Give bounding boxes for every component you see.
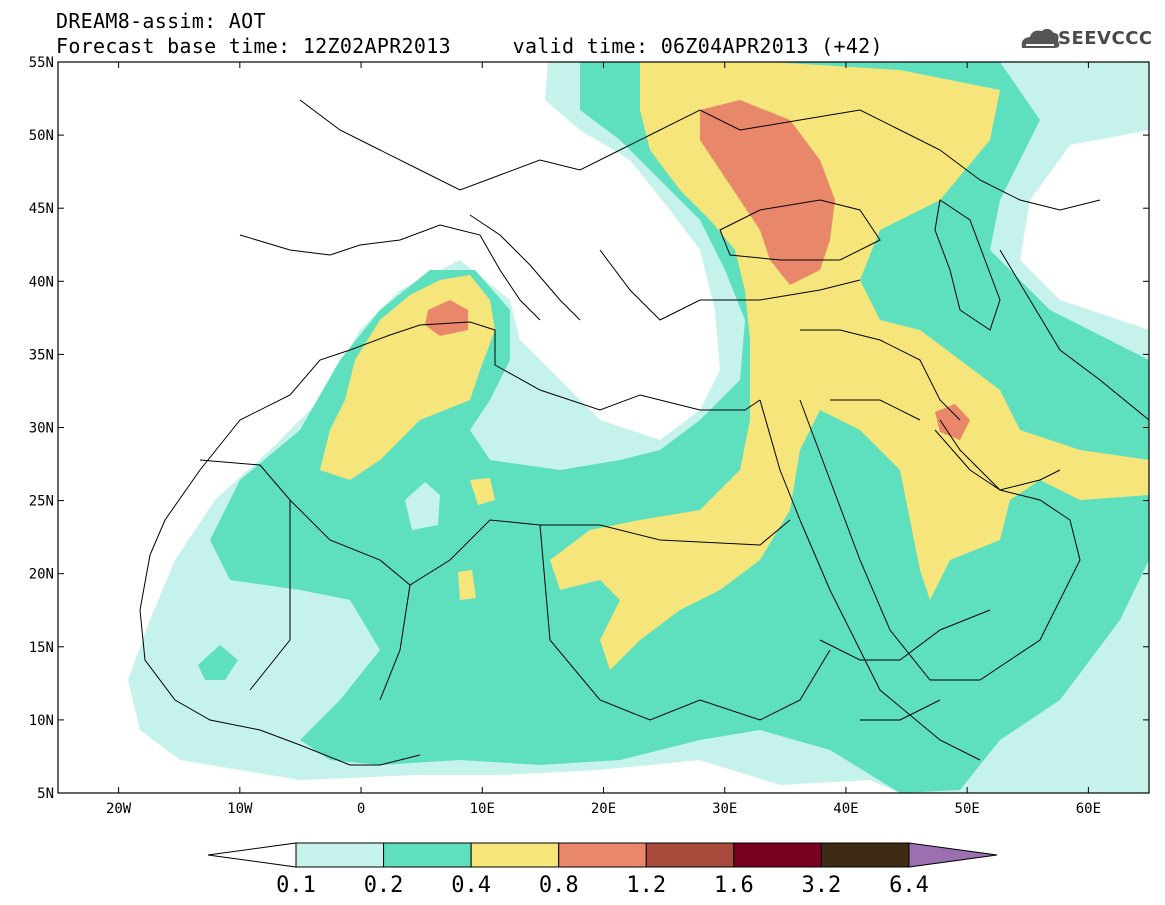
logo-text: SEEVCCC <box>1058 28 1153 49</box>
aot-level-0-4-spot-2 <box>458 570 476 600</box>
border-middle-east <box>800 249 1149 421</box>
colorbar-label: 1.6 <box>714 873 754 898</box>
lat-tick-label: 50N <box>29 128 54 144</box>
colorbar-label: 0.4 <box>451 873 491 898</box>
aot-level-0-8-tunisia <box>425 300 468 336</box>
colorbar-swatch <box>733 842 822 868</box>
border-sahel <box>249 500 831 721</box>
lat-tick-label: 40N <box>29 274 54 290</box>
lon-tick-label: 10E <box>470 801 495 817</box>
coastline-red-sea <box>759 399 981 761</box>
coastline-caspian <box>934 199 1001 331</box>
lon-tick-label: 50E <box>955 801 980 817</box>
colorbar-swatch <box>645 842 735 868</box>
lat-tick-label: 20N <box>29 567 54 583</box>
coastline-west-africa <box>139 554 421 766</box>
lon-tick-label: 0 <box>357 801 365 817</box>
colorbar-label: 1.2 <box>626 873 666 898</box>
border-europe <box>299 99 1101 211</box>
colorbar-label: 3.2 <box>802 873 842 898</box>
lat-tick-label: 5N <box>37 786 54 802</box>
colorbar-label: 0.2 <box>364 873 404 898</box>
lat-tick-label: 30N <box>29 421 54 437</box>
coastline-black-sea <box>719 199 881 261</box>
coastline-north-africa <box>149 321 761 556</box>
coastline-italy <box>469 214 581 321</box>
aot-level-0-4-spot-1 <box>470 478 495 505</box>
colorbar-label: 0.8 <box>539 873 579 898</box>
coastline-europe <box>239 224 541 321</box>
lon-tick-label: 30E <box>712 801 737 817</box>
forecast-time-subtitle: Forecast base time: 12Z02APR2013 valid t… <box>56 34 883 58</box>
cloud-logo-icon <box>1021 28 1060 48</box>
lon-tick-label: 20W <box>106 801 132 817</box>
lat-tick-label: 35N <box>29 347 54 363</box>
colorbar-swatch <box>820 842 910 868</box>
latitude-axis: 55N 50N 45N 40N 35N 30N 25N 20N 15N 10N 5N <box>29 55 1149 802</box>
longitude-axis: 20W 10W 0 10E 20E 30E 40E 50E 60E <box>106 62 1101 817</box>
colorbar-legend: 0.1 0.2 0.4 0.8 1.2 1.6 3.2 6.4 <box>207 842 998 898</box>
coastlines-and-borders <box>139 99 1149 766</box>
lon-tick-label: 60E <box>1076 801 1101 817</box>
lat-tick-label: 45N <box>29 201 54 217</box>
colorbar-swatch <box>383 842 472 868</box>
border-sahara-2 <box>540 519 791 546</box>
lat-tick-label: 15N <box>29 640 54 656</box>
map-title: DREAM8-assim: AOT <box>56 9 266 33</box>
colorbar-swatch <box>295 842 385 868</box>
colorbar-swatch <box>470 842 560 868</box>
colorbar-min-arrow <box>207 842 297 868</box>
aot-level-0-1-algeria <box>405 482 440 530</box>
lon-tick-label: 10W <box>227 801 253 817</box>
lat-tick-label: 55N <box>29 55 54 71</box>
aot-level-0-8-iraq <box>935 404 970 440</box>
aot-level-0-2 <box>210 62 1149 793</box>
aot-level-0-8-north <box>700 100 835 285</box>
border-sahara-1 <box>199 459 541 586</box>
lon-tick-label: 20E <box>591 801 616 817</box>
aot-level-0-4-east <box>550 62 1149 670</box>
coastline-greece-turkey <box>599 249 861 321</box>
colorbar-label: 0.1 <box>276 873 316 898</box>
border-horn-africa <box>819 609 991 721</box>
lon-tick-label: 40E <box>833 801 858 817</box>
coastline-persian-gulf <box>934 429 1061 491</box>
aot-shading <box>128 62 1149 793</box>
lat-tick-label: 25N <box>29 494 54 510</box>
aot-level-0-2-gambia <box>198 645 238 680</box>
colorbar-label: 6.4 <box>889 873 929 898</box>
colorbar-max-arrow <box>908 842 998 868</box>
lat-tick-label: 10N <box>29 713 54 729</box>
colorbar-swatch <box>558 842 647 868</box>
